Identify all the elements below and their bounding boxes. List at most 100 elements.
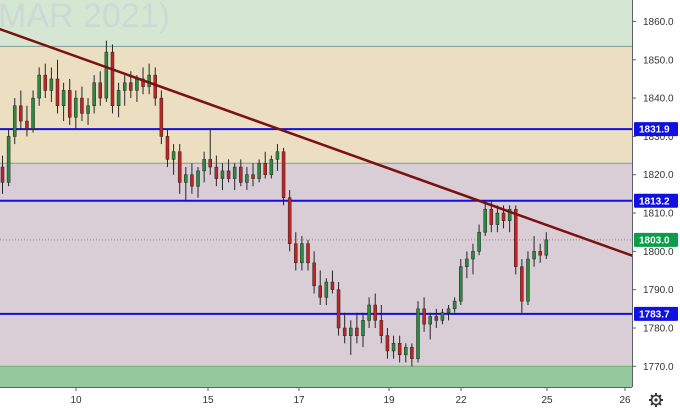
candle [404, 343, 408, 363]
candle-body [422, 308, 426, 325]
time-axis-ticks: 10 15 17 19 22 25 26 [70, 387, 631, 406]
candle-body [190, 174, 194, 187]
candle [98, 71, 103, 106]
time-tick-label: 17 [293, 395, 305, 406]
time-axis[interactable] [0, 387, 680, 413]
candle-body [324, 281, 329, 298]
candle-body [98, 82, 103, 99]
candle [459, 259, 463, 306]
price-axis-ticks: 1770.0 1780.0 1790.0 1800.0 1810.0 1820.0 1830… [632, 17, 674, 373]
level-price-badge-background [634, 122, 678, 137]
candle [12, 98, 17, 145]
candle [61, 82, 66, 122]
candle-body [532, 251, 536, 260]
trendline[interactable] [0, 27, 634, 257]
level-price-badge-background [634, 306, 678, 321]
candle [251, 163, 255, 187]
candle [80, 86, 84, 122]
level-price-badge-label: 1783.7 [639, 309, 670, 320]
candle [104, 40, 109, 102]
candle [422, 297, 426, 332]
level-lines [0, 128, 632, 315]
candle [122, 75, 127, 106]
current-price-badge-label: 1803.0 [639, 235, 670, 246]
candle-body [165, 136, 170, 160]
level-price-badge: 1813.2 [634, 193, 678, 208]
candle-body [177, 151, 182, 183]
candle-body [61, 90, 66, 107]
candle [287, 190, 292, 252]
candle-body [538, 251, 542, 256]
candle-body [86, 105, 90, 114]
price-zones [0, 0, 632, 387]
candle [110, 44, 115, 114]
gear-icon-tooth [650, 394, 654, 398]
candle-body [312, 262, 316, 287]
candle-body [379, 320, 384, 336]
candle-body [300, 243, 304, 264]
candle [220, 163, 225, 191]
candle [6, 128, 11, 187]
gear-icon-tooth [650, 402, 654, 406]
candle-body [269, 159, 274, 175]
candle [544, 232, 549, 260]
candle-body [501, 212, 506, 221]
candle-body [232, 166, 237, 179]
candle [239, 159, 243, 187]
candle [349, 320, 353, 355]
candle [306, 239, 310, 271]
candle [281, 147, 286, 206]
candle [269, 155, 274, 179]
candle [495, 205, 500, 233]
candle-body [159, 97, 164, 137]
candle-body [306, 243, 310, 264]
price-tick-label: 1860.0 [643, 17, 674, 28]
candle [513, 205, 518, 275]
candle-body [459, 266, 463, 302]
level-price-badge-label: 1831.9 [639, 125, 670, 136]
candle-body [239, 166, 243, 183]
candle-body [336, 289, 341, 329]
candle [257, 159, 261, 183]
candle-body [446, 308, 451, 313]
candle [214, 155, 219, 187]
time-tick-label: 15 [202, 395, 214, 406]
candle-body [214, 166, 219, 179]
candle-body [104, 51, 109, 99]
candle [330, 270, 335, 294]
candle-body [226, 170, 231, 179]
candle-body [6, 136, 11, 183]
candle-body [184, 174, 188, 183]
candle-body [544, 239, 549, 256]
price-zone [0, 0, 632, 47]
time-tick-label: 22 [455, 395, 467, 406]
candle [465, 251, 469, 279]
price-tick-label: 1810.0 [643, 209, 674, 220]
candle-body [0, 166, 5, 183]
candle-body [122, 82, 127, 91]
candle [324, 278, 329, 306]
level-price-badge: 1831.9 [634, 122, 678, 137]
candle-body [355, 327, 359, 336]
candle-body [208, 159, 212, 168]
candle-body [171, 151, 176, 160]
candle [520, 259, 524, 313]
candle [428, 312, 432, 340]
candle-body [404, 346, 408, 356]
candle [379, 305, 384, 344]
candle [116, 82, 121, 118]
candle-body [19, 105, 23, 122]
candle [452, 297, 457, 313]
candle-body [373, 304, 377, 321]
candle-body [80, 97, 84, 114]
candle [391, 335, 396, 359]
price-tick-label: 1840.0 [643, 94, 674, 105]
candle-body [349, 327, 353, 336]
gear-icon[interactable] [649, 393, 663, 407]
candle-body [74, 97, 78, 118]
candle [385, 327, 390, 359]
candle-body [495, 212, 500, 225]
candle-body [251, 174, 255, 179]
candle [477, 224, 481, 256]
